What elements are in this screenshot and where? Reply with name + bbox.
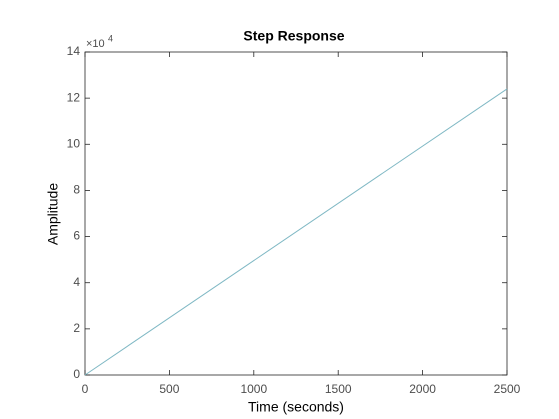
y-tick-label: 8 (73, 183, 80, 197)
x-tick-label: 2500 (494, 382, 521, 396)
y-tick-label: 2 (73, 321, 80, 335)
y-tick-label: 10 (67, 136, 81, 150)
y-tick-label: 6 (73, 229, 80, 243)
x-tick-label: 500 (159, 382, 179, 396)
y-tick-label: 4 (73, 275, 80, 289)
x-tick-label: 2000 (409, 382, 436, 396)
plot-box (84, 51, 508, 376)
x-tick-label: 1000 (240, 382, 267, 396)
x-tick-label: 0 (82, 382, 89, 396)
step-line (84, 88, 508, 376)
y-multiplier-exponent: 4 (108, 33, 113, 43)
y-tick-label: 12 (67, 90, 81, 104)
y-axis-label: Amplitude (45, 183, 61, 245)
chart-title: Step Response (243, 28, 344, 44)
y-tick-label: 14 (67, 44, 81, 58)
y-multiplier: ×10 (86, 38, 105, 50)
x-tick-label: 1500 (325, 382, 352, 396)
x-axis-label: Time (seconds) (248, 399, 344, 415)
y-tick-label: 0 (73, 367, 80, 381)
